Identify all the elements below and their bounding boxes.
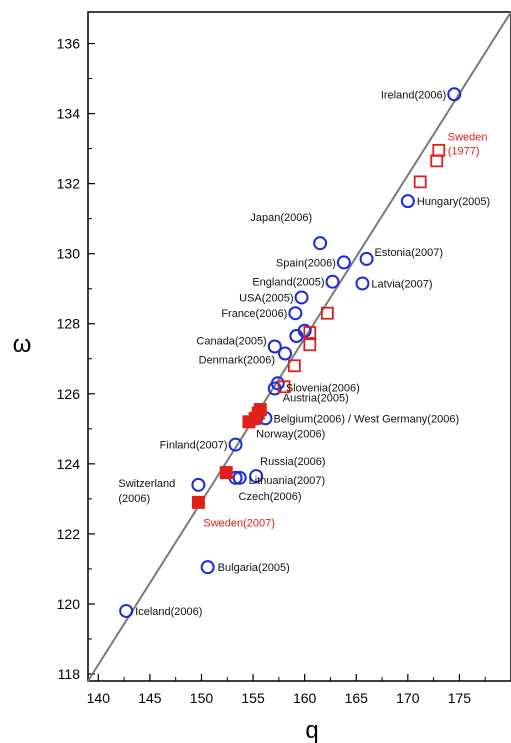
y-tick-label: 128 [57, 316, 81, 332]
point-label: Slovenia(2006) [286, 382, 360, 394]
y-tick-label: 132 [57, 176, 81, 192]
circle-marker [355, 276, 370, 291]
circle-marker [447, 87, 462, 102]
plot-border [87, 11, 511, 682]
y-tick-label: 118 [58, 666, 81, 682]
x-tick-label: 170 [396, 690, 420, 706]
point-label: Sweden (1977) [448, 131, 488, 157]
point-label: Spain(2006) [276, 257, 336, 269]
open-square-marker [277, 380, 291, 394]
open-square-marker [320, 306, 334, 320]
circle-marker [400, 194, 415, 209]
point-label: England(2005) [252, 277, 324, 289]
circle-marker [191, 477, 206, 492]
point-label: Ireland(2006) [381, 89, 446, 101]
point-label: USA(2005) [239, 292, 293, 304]
point-label: Latvia(2007) [371, 278, 432, 290]
open-square-marker [413, 175, 427, 189]
point-label: Bulgaria(2005) [218, 562, 290, 574]
point-label: Norway(2006) [256, 428, 325, 440]
x-tick-label: 165 [345, 690, 369, 706]
y-tick-label: 136 [57, 36, 81, 52]
circle-marker [228, 437, 243, 452]
y-tick-label: 124 [57, 456, 81, 472]
circle-marker [249, 469, 264, 484]
axis-ticks: 140 145 150 155 160 165 170 175 118 120 122 124 126 1… [57, 36, 486, 706]
x-tick-label: 140 [87, 690, 111, 706]
circle-marker [288, 306, 303, 321]
point-label: Canada(2005) [196, 336, 266, 348]
circle-marker [313, 236, 328, 251]
circle-marker [359, 251, 374, 266]
y-tick-label: 134 [57, 106, 81, 122]
plot-area [87, 11, 511, 682]
circle-marker [267, 381, 282, 396]
filled-square-marker [242, 415, 256, 429]
point-label: Lithuania(2007) [249, 475, 325, 487]
fit-line-layer [87, 11, 511, 682]
x-tick-label: 155 [241, 690, 265, 706]
circle-marker [200, 560, 215, 575]
y-axis-title: ω [13, 331, 32, 358]
y-tick-label: 130 [57, 246, 81, 262]
open-square-marker [303, 338, 317, 352]
x-tick-label: 145 [138, 690, 162, 706]
point-label: Czech(2006) [239, 491, 302, 503]
circle-marker [325, 274, 340, 289]
circle-marker [119, 603, 134, 618]
point-label: France(2006) [221, 308, 287, 320]
open-square-marker [303, 326, 317, 339]
x-tick-label: 160 [293, 690, 317, 706]
fit-line [87, 11, 511, 682]
point-label: Hungary(2005) [417, 196, 490, 208]
circle-marker [294, 290, 309, 305]
circle-marker [278, 346, 293, 361]
circle-marker [289, 328, 304, 343]
point-label: Austria(2005) [283, 393, 349, 405]
circle-marker [267, 339, 282, 354]
filled-square-marker [219, 466, 233, 480]
open-square-marker [430, 154, 444, 168]
open-square-marker [287, 359, 301, 373]
point-label: Russia(2006) [260, 456, 325, 468]
circle-marker [232, 470, 247, 485]
x-tick-label: 175 [448, 690, 472, 706]
point-label: Belgium(2006) / West Germany(2006) [273, 413, 459, 425]
y-tick-label: 122 [57, 526, 81, 542]
circle-marker [336, 255, 351, 270]
x-axis-title: q [305, 717, 318, 743]
y-tick-label: 120 [57, 596, 81, 612]
point-labels: Ireland(2006) Hungary(2005) Japan(2006) Est… [118, 89, 490, 618]
point-label: Iceland(2006) [135, 606, 202, 618]
point-label: Denmark(2006) [199, 355, 275, 367]
point-label: Sweden(2007) [203, 517, 275, 529]
data-markers [119, 87, 462, 618]
open-square-marker [432, 143, 446, 157]
point-label: Estonia(2007) [375, 247, 444, 259]
point-label: Finland(2007) [160, 440, 228, 452]
x-tick-label: 150 [190, 690, 214, 706]
y-tick-label: 126 [57, 386, 81, 402]
point-label: Switzerland (2006) [118, 478, 175, 505]
filled-square-marker [191, 495, 205, 509]
point-label: Japan(2006) [250, 212, 312, 224]
